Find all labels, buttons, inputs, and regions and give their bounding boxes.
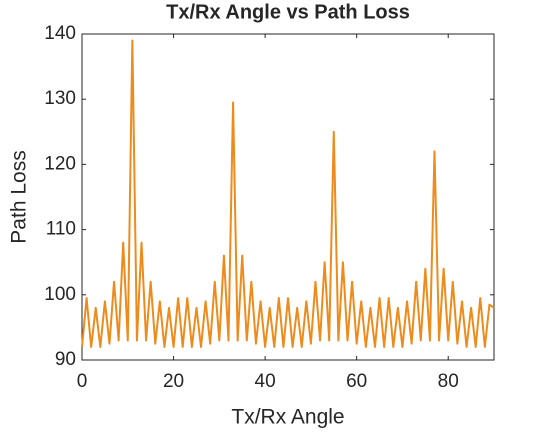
y-tick-label: 100 [44, 284, 76, 305]
axes-box [81, 33, 495, 361]
y-tick-label: 130 [44, 88, 76, 109]
y-tick-label: 120 [44, 153, 76, 174]
x-tick-label: 20 [163, 371, 184, 392]
line-series [81, 39, 495, 348]
y-tick-label: 90 [55, 349, 76, 370]
y-axis-label: Path Loss [8, 150, 31, 243]
x-tick-label: 0 [77, 371, 88, 392]
x-tick-label: 80 [438, 371, 459, 392]
x-tick-label: 40 [255, 371, 276, 392]
chart-title: Tx/Rx Angle vs Path Loss [166, 1, 410, 23]
x-axis-label: Tx/Rx Angle [231, 406, 344, 429]
x-tick-label: 60 [346, 371, 367, 392]
y-tick-label: 110 [46, 219, 76, 240]
y-tick-label: 140 [44, 23, 76, 44]
